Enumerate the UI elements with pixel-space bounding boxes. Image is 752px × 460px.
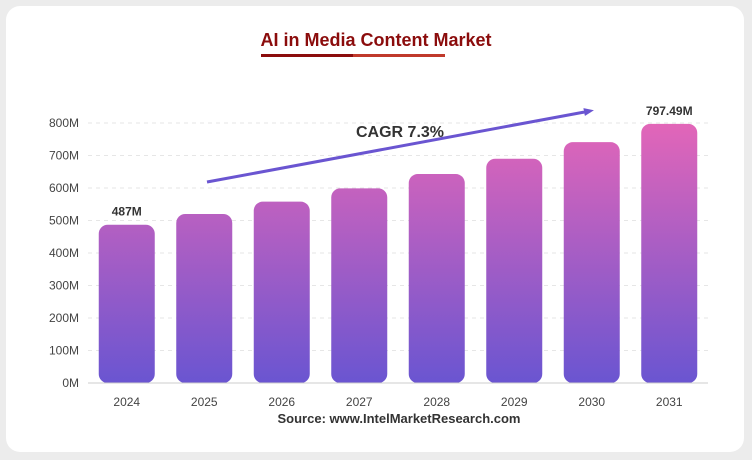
x-tick-label: 2027 bbox=[346, 395, 373, 409]
bar-2031 bbox=[641, 123, 698, 384]
bar-2027 bbox=[331, 188, 388, 383]
bar-2024 bbox=[98, 224, 155, 383]
bar-2029 bbox=[486, 158, 543, 383]
cagr-arrow bbox=[206, 108, 594, 184]
data-label: 487M bbox=[112, 205, 142, 219]
x-tick-label: 2031 bbox=[656, 395, 683, 409]
bar-2026 bbox=[253, 201, 310, 383]
bar-2030 bbox=[563, 142, 620, 383]
y-tick-label: 600M bbox=[49, 181, 79, 195]
x-tick-label: 2028 bbox=[423, 395, 450, 409]
bar-2025 bbox=[176, 214, 233, 383]
title-underline bbox=[261, 54, 445, 57]
x-tick-label: 2024 bbox=[113, 395, 140, 409]
y-tick-label: 500M bbox=[49, 214, 79, 228]
y-tick-label: 0M bbox=[62, 376, 79, 390]
y-tick-label: 200M bbox=[49, 311, 79, 325]
y-tick-label: 400M bbox=[49, 246, 79, 260]
y-tick-label: 300M bbox=[49, 279, 79, 293]
y-tick-label: 700M bbox=[49, 149, 79, 163]
y-tick-label: 800M bbox=[49, 116, 79, 130]
x-tick-label: 2030 bbox=[578, 395, 605, 409]
bar-2028 bbox=[408, 174, 465, 383]
x-tick-label: 2029 bbox=[501, 395, 528, 409]
y-tick-label: 100M bbox=[49, 344, 79, 358]
data-label: 797.49M bbox=[646, 104, 693, 118]
cagr-label: CAGR 7.3% bbox=[356, 124, 444, 141]
source-note: Source: www.IntelMarketResearch.com bbox=[277, 411, 521, 426]
x-tick-label: 2025 bbox=[191, 395, 218, 409]
x-tick-label: 2026 bbox=[268, 395, 295, 409]
chart-title: AI in Media Content Market bbox=[260, 30, 492, 50]
